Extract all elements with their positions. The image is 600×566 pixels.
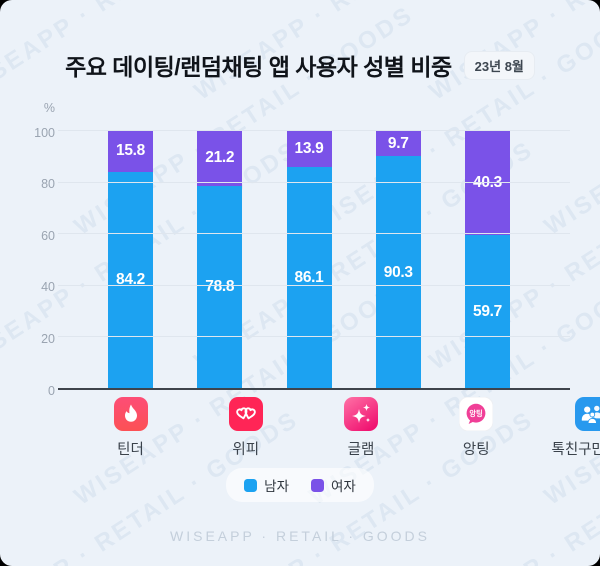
value-label: 78.8	[205, 278, 235, 296]
bar-2-segment-female: 13.9	[286, 131, 332, 167]
value-label: 9.7	[387, 134, 409, 152]
category-label: 앙팅	[462, 442, 490, 458]
bar-3-segment-female: 9.7	[375, 131, 421, 157]
bar-4: 40.3 59.7	[465, 131, 510, 389]
bar-1-segment-female: 21.2	[197, 131, 243, 186]
bar-2-segment-male: 86.1	[286, 166, 332, 389]
value-label: 15.8	[116, 142, 145, 160]
bar-3: 9.7 90.3	[375, 131, 421, 389]
legend-label-female: 여자	[331, 479, 356, 494]
female-color-swatch	[311, 478, 324, 492]
legend-label-male: 남자	[264, 479, 289, 494]
bar-4-segment-female: 40.3	[465, 131, 510, 235]
category-label: 글램	[347, 442, 375, 458]
glam-app-icon	[344, 397, 378, 431]
legend: 남자 여자	[226, 468, 374, 502]
bar-1-segment-male: 78.8	[197, 185, 243, 389]
category-label: 틴더	[117, 442, 144, 458]
category-label: 톡친구만들기	[551, 442, 600, 458]
header: 주요 데이팅/랜덤채팅 앱 사용자 성별 비중 23년 8월	[0, 48, 600, 82]
bar-3-segment-male: 90.3	[375, 156, 421, 389]
bar-0: 15.8 84.2	[108, 131, 153, 389]
gridline-40	[58, 284, 570, 286]
svg-text:앙팅: 앙팅	[470, 409, 483, 418]
gridline-20	[58, 336, 570, 338]
value-label: 90.3	[383, 263, 413, 281]
category-row: 틴더 위피	[64, 397, 600, 459]
y-tick-label-40: 40	[41, 280, 55, 295]
tokchingu-app-icon	[574, 397, 600, 431]
bar-1: 21.2 78.8	[197, 131, 243, 389]
x-axis-line	[58, 388, 570, 390]
bar-4-segment-male: 59.7	[465, 234, 510, 389]
male-color-swatch	[244, 478, 258, 492]
value-label: 84.2	[116, 271, 145, 289]
category-angting: 앙팅 앙팅	[454, 397, 499, 459]
tinder-app-icon	[113, 397, 148, 431]
legend-item-female: 여자	[311, 475, 356, 495]
angting-app-icon: 앙팅	[459, 397, 494, 431]
value-label: 13.9	[294, 139, 324, 157]
category-wippy: 위피	[223, 397, 268, 459]
footer-brand: WISEAPP · RETAIL · GOODS	[170, 528, 430, 544]
bar-2: 13.9 86.1	[286, 131, 332, 389]
gridline-60	[58, 233, 570, 235]
category-tinder: 틴더	[108, 397, 153, 459]
y-axis-unit-label: %	[43, 101, 55, 115]
value-label: 59.7	[473, 302, 502, 320]
bar-0-segment-female: 15.8	[108, 131, 153, 172]
legend-item-male: 남자	[244, 475, 289, 495]
y-tick-label-20: 20	[41, 331, 55, 346]
wippy-app-icon	[228, 397, 263, 431]
gridline-100	[58, 130, 570, 131]
y-tick-label-60: 60	[41, 228, 55, 243]
y-tick-label-80: 80	[41, 177, 55, 192]
chart-plot-area: % 15.8 84.2 21.2 78.8 13.9 86.1 9.7 90.3 40.3 59.…	[34, 101, 570, 397]
period-badge: 23년 8월	[463, 50, 535, 80]
page-title: 주요 데이팅/랜덤채팅 앱 사용자 성별 비중	[65, 54, 452, 80]
gridline-80	[58, 181, 570, 183]
value-label: 40.3	[473, 173, 502, 191]
category-tokchingu: 톡친구만들기	[551, 397, 600, 459]
y-tick-label-0: 0	[48, 383, 55, 398]
y-tick-label-100: 100	[34, 125, 55, 140]
bar-group: 15.8 84.2 21.2 78.8 13.9 86.1 9.7 90.3 40.3 59.7	[64, 131, 570, 389]
legend-container: 남자 여자	[0, 468, 600, 502]
category-glam: 글램	[339, 397, 384, 459]
value-label: 86.1	[294, 268, 324, 286]
bar-0-segment-male: 84.2	[108, 171, 153, 389]
value-label: 21.2	[205, 149, 235, 167]
category-label: 위피	[232, 442, 260, 458]
